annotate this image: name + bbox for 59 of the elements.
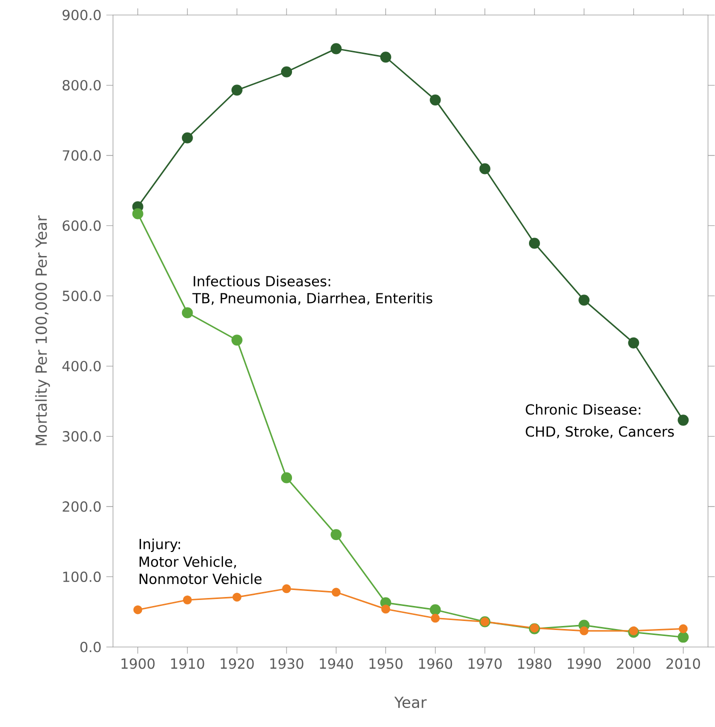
y-tick-label: 500.0 (62, 290, 101, 302)
x-tick-label: 1970 (468, 658, 502, 669)
x-tick-label: 1940 (320, 658, 353, 669)
annotation: Chronic Disease: (526, 404, 640, 415)
point (332, 588, 341, 597)
y-tick-label: 700.0 (62, 150, 101, 161)
annotation: Motor Vehicle, (140, 556, 236, 568)
point (430, 614, 440, 623)
x-tick-label: 1900 (122, 658, 155, 669)
point (628, 337, 640, 348)
x-tick-label: 1960 (419, 658, 452, 669)
point (182, 596, 192, 604)
annotation: Infectious Diseases: (194, 276, 330, 286)
y-axis-title: Mortality Per 100,000 Per Year (35, 215, 50, 446)
x-axis-title: Year (394, 696, 427, 708)
x-tick-label: 1910 (171, 658, 204, 669)
point (528, 238, 540, 249)
point (678, 414, 689, 426)
point (231, 84, 242, 96)
point (430, 94, 441, 106)
point (282, 584, 291, 594)
point (281, 66, 292, 78)
point (182, 132, 193, 144)
point (330, 529, 342, 540)
point (281, 472, 292, 484)
point (132, 208, 144, 220)
y-tick-label: 200.0 (62, 501, 101, 512)
point (133, 605, 142, 614)
point (479, 163, 490, 174)
point (380, 52, 392, 63)
annotation: Nonmotor Vehicle (140, 573, 262, 584)
x-tick-label: 1980 (518, 658, 552, 669)
y-tick-label: 900.0 (62, 10, 101, 20)
y-tick-label: 800.0 (62, 80, 101, 90)
y-tick-label: 600.0 (62, 220, 101, 231)
y-tick-label: 400.0 (62, 360, 101, 372)
x-tick-label: 1950 (369, 658, 403, 669)
point (330, 43, 342, 54)
x-tick-label: 1920 (220, 658, 254, 669)
point (629, 626, 638, 636)
annotation: CHD, Stroke, Cancers (526, 426, 674, 438)
point (182, 307, 193, 318)
y-tick-label: 0.0 (80, 642, 101, 652)
point (231, 334, 242, 346)
point (678, 632, 689, 643)
annotation: TB, Pneumonia, Diarrhea, Enteritis (192, 292, 432, 305)
x-tick-label: 2000 (616, 658, 650, 669)
x-tick-label: 1930 (270, 658, 304, 669)
x-tick-label: 1990 (568, 658, 601, 669)
point (578, 294, 590, 306)
y-tick-label: 300.0 (62, 431, 101, 442)
point (580, 626, 588, 636)
point (430, 604, 441, 616)
point (381, 604, 390, 614)
point (232, 592, 242, 602)
annotation: Injury: (140, 538, 180, 552)
y-tick-label: 100.0 (63, 572, 101, 582)
x-tick-label: 2010 (666, 658, 700, 669)
point (678, 624, 688, 634)
